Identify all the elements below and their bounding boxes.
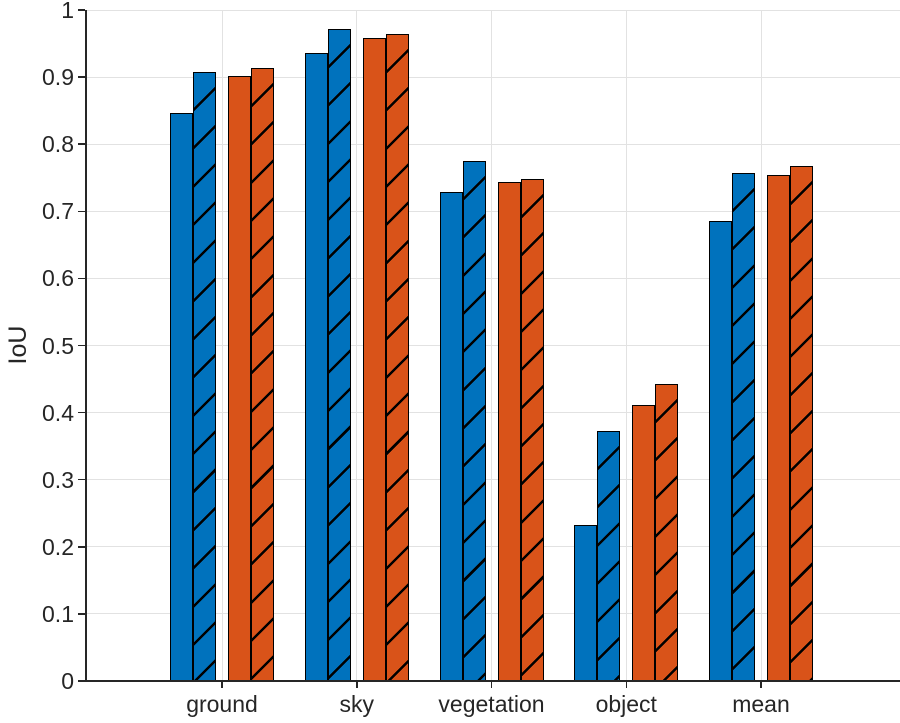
- y-tick-label: 0.7: [42, 198, 74, 225]
- bar-ground-blue-solid: [170, 112, 193, 681]
- bar-object-orange-solid: [632, 405, 656, 681]
- x-tick: [221, 682, 223, 688]
- y-gridline: [86, 546, 900, 548]
- y-tick-label: 0.1: [42, 600, 74, 627]
- bar-ground-blue-hatched: [193, 71, 216, 681]
- x-category-label-object: object: [595, 691, 657, 717]
- bar-vegetation-orange-solid: [497, 181, 521, 681]
- y-gridline: [86, 76, 900, 78]
- bar-object-orange-hatched: [655, 383, 679, 681]
- bar-sky-orange-hatched: [385, 34, 409, 681]
- x-tick: [625, 682, 627, 688]
- y-tick-label: 0.4: [42, 399, 74, 426]
- bar-object-blue-hatched: [597, 430, 621, 681]
- bar-vegetation-blue-hatched: [462, 160, 486, 681]
- bar-sky-orange-solid: [362, 37, 386, 681]
- y-gridline: [86, 479, 900, 481]
- bar-sky-blue-solid: [304, 52, 328, 681]
- x-tick: [490, 682, 493, 688]
- plot-area: [86, 9, 900, 681]
- y-tick: [78, 344, 85, 347]
- x-category-label-mean: mean: [732, 691, 790, 717]
- y-tick-label: 0.9: [42, 64, 74, 91]
- bar-ground-orange-solid: [228, 76, 251, 681]
- y-gridline: [86, 9, 900, 11]
- bar-sky-blue-hatched: [327, 28, 351, 681]
- y-tick: [78, 546, 85, 548]
- x-category-label-ground: ground: [186, 691, 258, 717]
- y-tick: [78, 613, 85, 615]
- x-gridline: [625, 10, 627, 681]
- y-tick-label: 0: [61, 668, 74, 694]
- x-category-label-vegetation: vegetation: [438, 691, 545, 717]
- y-tick-label: 0.6: [42, 265, 74, 292]
- y-gridline: [86, 143, 900, 145]
- bar-mean-blue-hatched: [732, 173, 755, 681]
- y-tick-label: 0.3: [42, 466, 74, 493]
- bar-vegetation-orange-hatched: [520, 179, 544, 681]
- bar-vegetation-blue-solid: [439, 191, 463, 681]
- y-tick-label: 0.2: [42, 533, 74, 560]
- y-axis-line: [85, 10, 87, 682]
- y-gridline: [86, 277, 900, 279]
- x-gridline: [356, 10, 358, 681]
- y-tick: [78, 210, 85, 213]
- bar-ground-orange-hatched: [251, 67, 274, 681]
- x-gridline: [760, 10, 762, 681]
- y-tick: [78, 143, 85, 145]
- y-tick-label: 1: [61, 0, 74, 23]
- y-tick-label: 0.5: [42, 332, 74, 359]
- y-tick-label: 0.8: [42, 131, 74, 158]
- y-gridline: [86, 345, 900, 346]
- bar-mean-orange-solid: [767, 175, 790, 681]
- y-tick: [78, 411, 85, 414]
- y-gridline: [86, 412, 900, 414]
- x-axis-line: [85, 680, 900, 682]
- y-gridline: [86, 210, 900, 212]
- y-tick: [78, 478, 85, 481]
- bar-mean-blue-solid: [709, 220, 732, 681]
- y-tick: [78, 680, 85, 682]
- y-tick: [78, 76, 85, 78]
- x-category-label-sky: sky: [339, 691, 375, 717]
- bar-mean-orange-hatched: [790, 166, 813, 681]
- y-tick: [78, 9, 85, 11]
- x-gridline: [491, 10, 492, 681]
- bar-object-blue-solid: [574, 524, 598, 681]
- y-gridline: [86, 613, 900, 615]
- x-tick: [760, 682, 762, 688]
- y-tick: [78, 277, 85, 280]
- x-tick: [356, 682, 358, 688]
- x-gridline: [221, 10, 223, 681]
